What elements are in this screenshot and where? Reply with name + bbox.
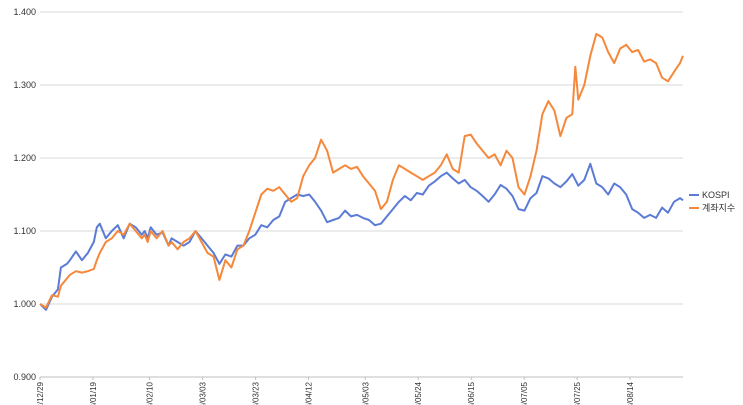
x-tick-label: 22/12/29	[36, 381, 45, 405]
x-tick-label: 23/03/23	[252, 381, 261, 405]
y-tick-label: 1.000	[13, 299, 36, 309]
series-line-account-index	[39, 32, 684, 309]
gridlines	[40, 11, 683, 378]
x-tick-label: 23/07/25	[573, 381, 582, 405]
x-tick-label: 23/02/10	[146, 381, 155, 405]
y-tick-label: 1.300	[13, 80, 36, 90]
legend-label: KOSPI	[702, 190, 730, 200]
legend: KOSPI 계좌지수	[689, 190, 735, 213]
legend-label: 계좌지수	[702, 202, 735, 213]
y-axis-ticks: 0.900 1.000 1.100 1.200 1.300 1.400	[13, 7, 36, 382]
x-tick-label: 23/04/12	[305, 381, 314, 405]
x-axis-ticks: 22/12/29 23/01/19 23/02/10 23/03/03 23/03/23…	[36, 377, 635, 405]
x-tick-label: 23/07/05	[520, 381, 529, 405]
y-tick-label: 0.900	[13, 372, 36, 382]
x-tick-label: 23/03/03	[199, 381, 208, 405]
x-tick-label: 23/05/03	[361, 381, 370, 405]
x-tick-label: 23/01/19	[89, 381, 98, 405]
y-tick-label: 1.200	[13, 153, 36, 163]
series-lines	[39, 32, 684, 311]
x-tick-label: 23/06/15	[467, 381, 476, 405]
y-tick-label: 1.400	[13, 7, 36, 17]
x-tick-label: 23/08/14	[626, 381, 635, 405]
series-line-kospi	[39, 162, 684, 311]
x-tick-label: 23/05/24	[414, 381, 423, 405]
y-tick-label: 1.100	[13, 226, 36, 236]
